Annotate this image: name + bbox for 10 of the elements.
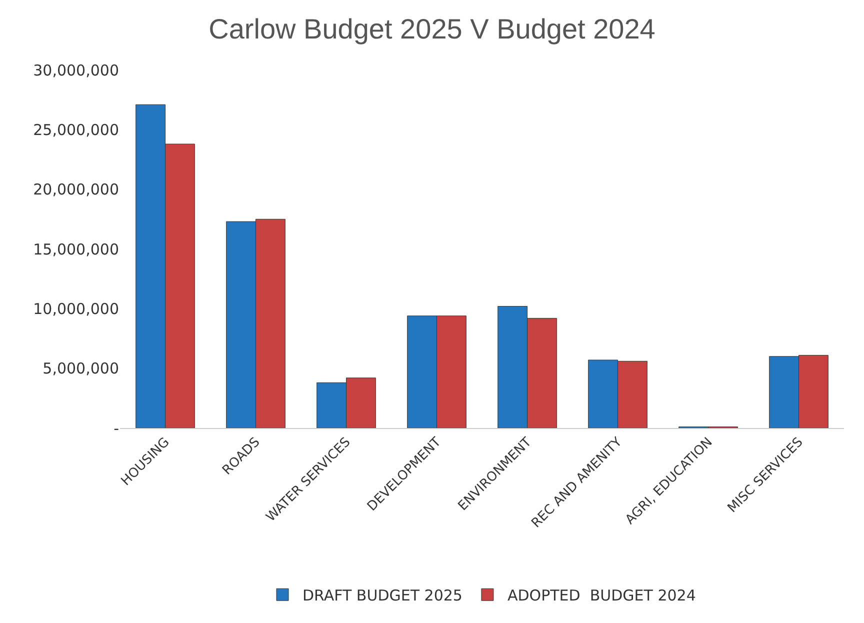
y-tick-label: - — [114, 419, 119, 438]
y-tick-label: 10,000,000 — [33, 300, 119, 318]
legend-label: ADOPTED BUDGET 2024 — [507, 586, 696, 604]
y-tick-label: 30,000,000 — [33, 61, 119, 80]
chart-title: Carlow Budget 2025 V Budget 2024 — [208, 13, 656, 44]
legend-label: DRAFT BUDGET 2025 — [302, 586, 462, 604]
y-tick-label: 5,000,000 — [42, 360, 119, 378]
y-tick-label: 15,000,000 — [33, 240, 119, 258]
y-tick-label: 25,000,000 — [33, 120, 119, 139]
y-tick-label: 20,000,000 — [33, 180, 119, 199]
